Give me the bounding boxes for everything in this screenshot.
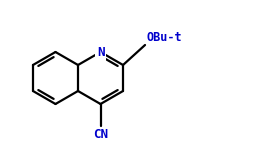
Text: CN: CN (93, 128, 108, 141)
Text: N: N (96, 45, 104, 59)
Text: OBu-t: OBu-t (146, 31, 181, 44)
